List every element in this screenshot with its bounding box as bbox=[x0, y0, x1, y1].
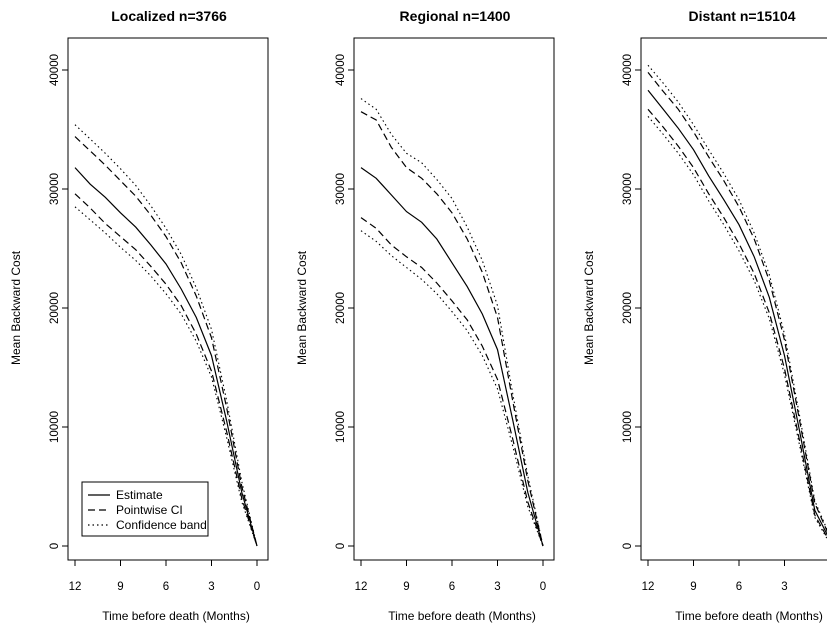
x-tick-label: 9 bbox=[117, 581, 123, 593]
y-tick-label: 20000 bbox=[622, 292, 634, 324]
x-tick-label: 3 bbox=[208, 581, 214, 593]
series-line-solid-1 bbox=[74, 167, 258, 547]
x-tick-label: 6 bbox=[736, 581, 742, 593]
x-tick-label: 9 bbox=[690, 581, 696, 593]
y-tick-label: 30000 bbox=[335, 173, 347, 205]
y-tick-label: 10000 bbox=[49, 411, 61, 443]
chart-panel-2: Regional n=1400 Mean Backward Cost Time be… bbox=[295, 8, 555, 623]
series-line-solid-1 bbox=[647, 89, 827, 536]
x-tick-label: 12 bbox=[355, 581, 368, 593]
y-tick-label: 0 bbox=[335, 543, 347, 549]
series-line-dotted-4 bbox=[360, 98, 544, 547]
chart-title: Distant n=15104 bbox=[689, 8, 796, 24]
y-tick-label: 0 bbox=[49, 543, 61, 549]
x-tick-label: 3 bbox=[781, 581, 787, 593]
series-line-dotted-4 bbox=[647, 64, 827, 531]
series-line-dashed-2 bbox=[360, 111, 544, 547]
x-tick-label: 12 bbox=[69, 581, 82, 593]
series-line-dashed-3 bbox=[74, 193, 258, 547]
chart-panel-3: Distant n=15104 Mean Backward Cost Time be… bbox=[582, 8, 827, 623]
series-line-solid-1 bbox=[360, 167, 544, 547]
y-axis-label: Mean Backward Cost bbox=[295, 250, 309, 365]
legend-label: Pointwise CI bbox=[116, 503, 183, 517]
series-line-dotted-5 bbox=[74, 206, 258, 547]
chart-panel-1: Localized n=3766 Mean Backward Cost Time b… bbox=[9, 8, 269, 623]
x-tick-label: 0 bbox=[540, 581, 546, 593]
legend-label: Estimate bbox=[116, 488, 163, 502]
y-tick-label: 40000 bbox=[49, 54, 61, 86]
x-axis-label: Time before death (Months) bbox=[102, 609, 250, 623]
x-axis-label: Time before death (Months) bbox=[388, 609, 536, 623]
series-line-dashed-2 bbox=[647, 72, 827, 533]
series-line-dashed-3 bbox=[647, 108, 827, 539]
series-line-dotted-5 bbox=[647, 116, 827, 540]
chart-title: Localized n=3766 bbox=[111, 8, 227, 24]
chart-title: Regional n=1400 bbox=[400, 8, 511, 24]
y-tick-label: 20000 bbox=[49, 292, 61, 324]
y-tick-label: 40000 bbox=[335, 54, 347, 86]
x-axis-label: Time before death (Months) bbox=[675, 609, 823, 623]
y-tick-label: 20000 bbox=[335, 292, 347, 324]
x-tick-label: 12 bbox=[642, 581, 655, 593]
y-tick-label: 10000 bbox=[335, 411, 347, 443]
series-line-dotted-4 bbox=[74, 124, 258, 547]
y-axis-label: Mean Backward Cost bbox=[582, 250, 596, 365]
x-tick-label: 9 bbox=[403, 581, 409, 593]
plot-frame bbox=[640, 37, 827, 561]
y-tick-label: 10000 bbox=[622, 411, 634, 443]
series-line-dotted-5 bbox=[360, 230, 544, 547]
x-tick-label: 6 bbox=[163, 581, 169, 593]
y-axis-label: Mean Backward Cost bbox=[9, 250, 23, 365]
x-tick-label: 3 bbox=[494, 581, 500, 593]
y-tick-label: 30000 bbox=[622, 173, 634, 205]
series-line-dashed-3 bbox=[360, 217, 544, 547]
legend-label: Confidence band bbox=[116, 518, 207, 532]
y-tick-label: 40000 bbox=[622, 54, 634, 86]
y-tick-label: 30000 bbox=[49, 173, 61, 205]
plot-frame bbox=[67, 37, 269, 561]
legend-box bbox=[81, 481, 209, 537]
plot-frame bbox=[353, 37, 555, 561]
y-tick-label: 0 bbox=[622, 543, 634, 549]
x-tick-label: 6 bbox=[449, 581, 455, 593]
x-tick-label: 0 bbox=[254, 581, 260, 593]
series-line-dashed-2 bbox=[74, 136, 258, 547]
